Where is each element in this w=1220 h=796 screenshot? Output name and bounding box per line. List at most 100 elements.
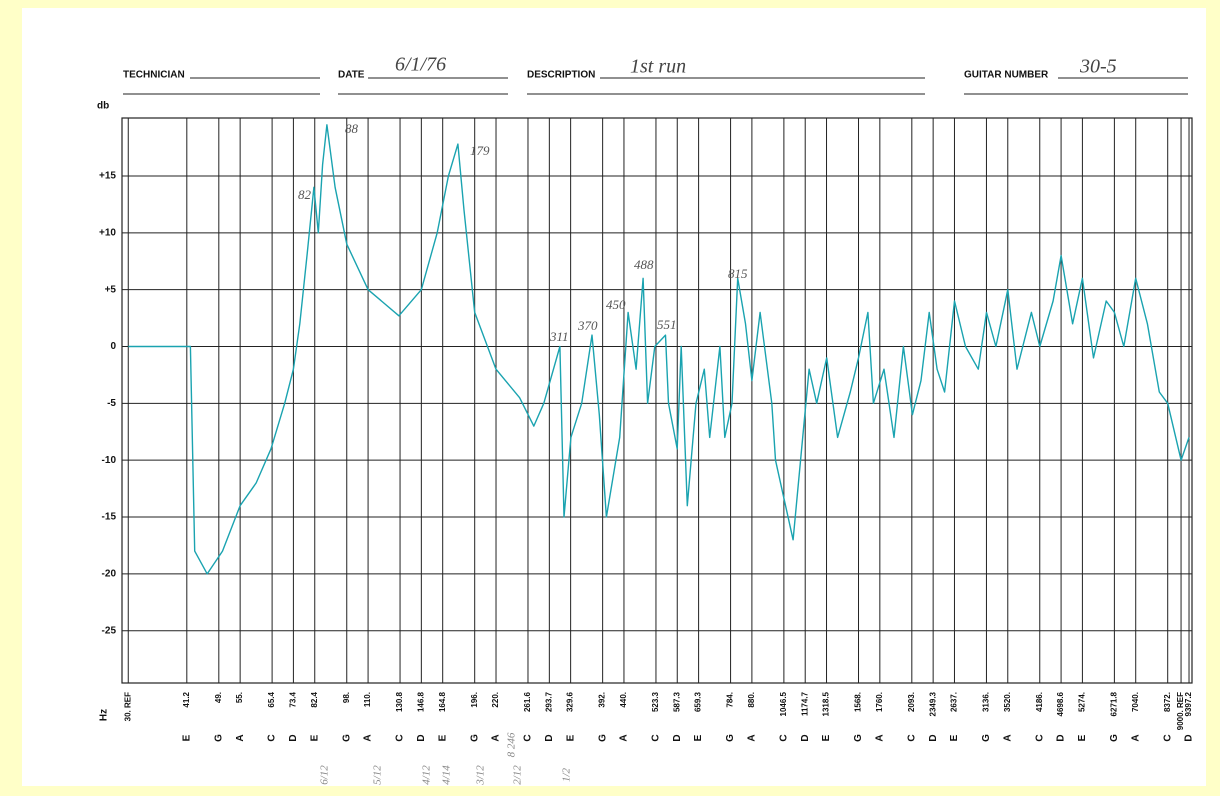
x-tick-label: 2093.	[907, 692, 916, 712]
x-tick-label: 98.	[342, 692, 351, 703]
x-note-label: E	[693, 734, 704, 741]
y-tick-label: +5	[105, 284, 117, 295]
peak-annotation: 551	[657, 317, 677, 332]
x-note-label: A	[619, 734, 630, 741]
x-tick-label: 73.4	[289, 691, 298, 707]
y-tick-label: -15	[102, 512, 117, 523]
x-note-label: G	[213, 734, 224, 742]
y-tick-label: +15	[99, 171, 116, 182]
x-tick-label: 261.6	[523, 691, 532, 712]
handwritten-note: 4/12	[421, 765, 433, 785]
x-note-label: E	[821, 734, 832, 741]
technician-label: TECHNICIAN	[123, 70, 185, 81]
x-axis-label: Hz	[99, 709, 110, 721]
handwritten-note: 1/2	[561, 767, 573, 782]
x-tick-label: 1046.5	[779, 691, 788, 716]
x-note-label: G	[853, 734, 864, 742]
guitar-number-value: 30-5	[1079, 56, 1117, 78]
peak-annotation: 88	[345, 121, 359, 136]
x-tick-label: 5274.	[1078, 692, 1087, 712]
y-tick-label: +10	[99, 227, 116, 238]
x-note-label: G	[1109, 734, 1120, 742]
x-note-label: E	[565, 734, 576, 741]
x-note-label: D	[544, 734, 555, 741]
x-note-label: C	[906, 734, 917, 741]
x-tick-label: 220.	[491, 692, 500, 708]
handwritten-note: 2/12	[512, 765, 524, 785]
x-tick-label: 7040.	[1131, 692, 1140, 712]
y-tick-label: 0	[110, 341, 116, 352]
x-note-label: E	[309, 734, 320, 741]
date-label: DATE	[338, 70, 365, 81]
x-note-label: D	[672, 734, 683, 741]
handwritten-note: 6/12	[319, 765, 331, 785]
x-tick-label: 293.7	[544, 691, 553, 712]
x-note-label: A	[491, 734, 502, 741]
x-tick-label: 1318.5	[822, 691, 831, 716]
x-note-label: C	[267, 734, 278, 741]
x-tick-label: 9000. REF	[1176, 692, 1185, 730]
x-tick-label: 1174.7	[800, 691, 809, 716]
x-tick-label: 6271.8	[1109, 691, 1118, 716]
x-note-label: D	[288, 734, 299, 741]
x-tick-label: 2637.	[950, 692, 959, 712]
x-tick-label: 440.	[619, 692, 628, 708]
x-note-label: A	[874, 734, 885, 741]
x-tick-label: 41.2	[182, 691, 191, 707]
x-tick-label: 880.	[747, 692, 756, 708]
x-tick-label: 30. REF	[123, 692, 132, 721]
peak-annotation: 311	[549, 329, 569, 344]
x-tick-label: 4186.	[1035, 692, 1044, 712]
y-axis-label: db	[97, 101, 109, 112]
x-tick-label: 659.3	[694, 691, 703, 712]
x-tick-label: 110.	[363, 692, 372, 707]
x-tick-label: 164.8	[438, 691, 447, 712]
x-tick-label: 55.	[235, 692, 244, 703]
x-note-label: C	[523, 734, 534, 741]
y-tick-label: -10	[102, 455, 117, 466]
x-note-label: C	[779, 734, 790, 741]
x-note-label: D	[928, 734, 939, 741]
x-tick-label: 8372.	[1163, 692, 1172, 712]
peak-annotation: 82	[298, 187, 312, 202]
x-note-label: A	[363, 734, 374, 741]
x-tick-label: 2349.3	[928, 691, 937, 716]
handwritten-note: 8 246	[506, 732, 518, 757]
x-note-label: C	[1034, 734, 1045, 741]
x-note-label: A	[747, 734, 758, 741]
x-note-label: E	[437, 734, 448, 741]
description-value: 1st run	[630, 56, 686, 78]
x-note-label: G	[981, 734, 992, 742]
x-note-label: D	[416, 734, 427, 741]
x-tick-label: 523.3	[651, 691, 660, 712]
x-tick-label: 82.4	[310, 691, 319, 707]
x-tick-label: 130.8	[395, 691, 404, 712]
x-note-label: E	[949, 734, 960, 741]
description-label: DESCRIPTION	[527, 70, 595, 81]
handwritten-note: 5/12	[372, 765, 384, 785]
x-note-label: A	[235, 734, 246, 741]
guitar-number-label: GUITAR NUMBER	[964, 70, 1049, 81]
x-tick-label: 1760.	[875, 692, 884, 712]
peak-annotation: 815	[728, 266, 748, 281]
handwritten-note: 4/14	[441, 765, 453, 785]
x-tick-label: 1568.	[854, 692, 863, 712]
x-note-label: E	[181, 734, 192, 741]
plot-frame	[121, 117, 1193, 684]
x-tick-label: 4698.6	[1056, 691, 1065, 716]
handwritten-note: 3/12	[475, 765, 487, 786]
peak-annotation: 488	[634, 257, 654, 272]
x-tick-label: 196.	[470, 692, 479, 708]
x-note-label: D	[1184, 734, 1195, 741]
x-note-label: D	[1056, 734, 1067, 741]
x-note-label: E	[1077, 734, 1088, 741]
x-note-label: G	[597, 734, 608, 742]
x-tick-label: 146.8	[416, 691, 425, 712]
y-tick-label: -25	[102, 625, 117, 636]
peak-annotation: 450	[606, 297, 626, 312]
x-tick-label: 9397.2	[1184, 691, 1193, 716]
response-line	[128, 124, 1190, 575]
x-note-label: G	[341, 734, 352, 742]
